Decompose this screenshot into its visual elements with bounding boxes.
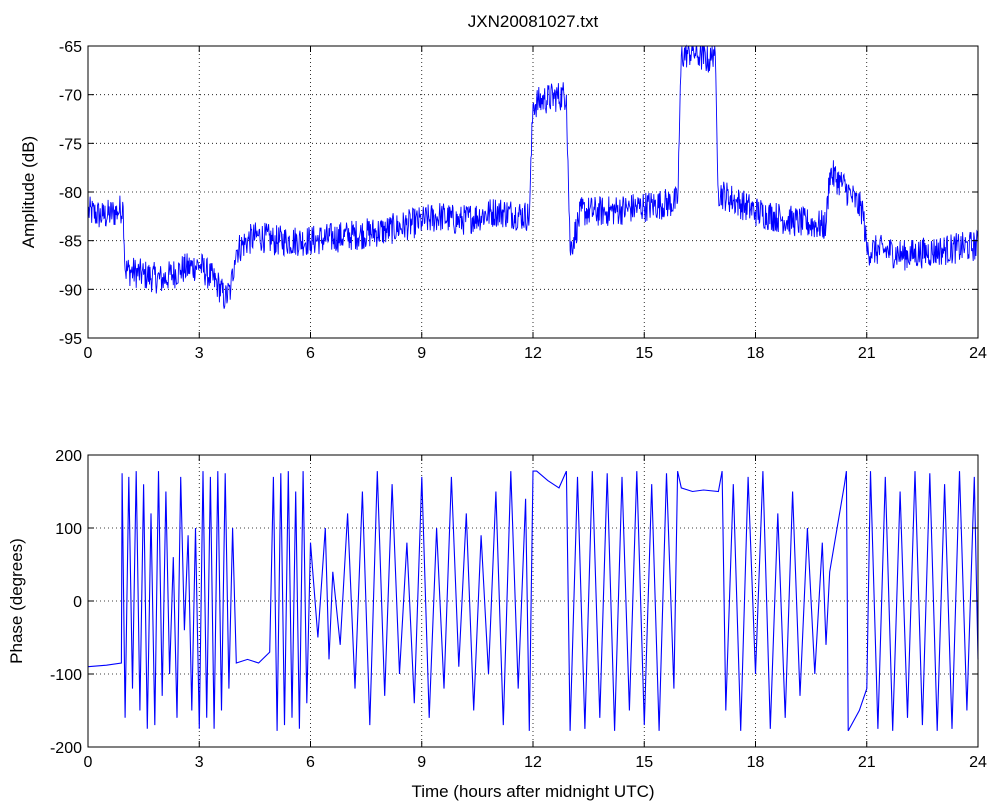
phase-y-tick-label: -100 [50, 667, 82, 684]
amplitude-x-tick-label: 18 [747, 345, 765, 362]
amplitude-x-tick-label: 15 [635, 345, 653, 362]
amplitude-x-tick-label: 9 [417, 345, 426, 362]
amplitude-x-tick-label: 21 [858, 345, 876, 362]
phase-y-tick-label: -200 [50, 740, 82, 757]
amplitude-grid [88, 46, 978, 338]
figure-title: JXN20081027.txt [468, 12, 599, 31]
phase-x-tick-label: 18 [747, 754, 765, 771]
phase-series [87, 470, 979, 732]
amplitude-series [87, 44, 979, 309]
amplitude-y-tick-label: -65 [59, 39, 82, 56]
amplitude-panel: 0 3 6 9 12 15 18 21 24 -95 -90 -85 -80 -75 -70 -65 Ampl… [19, 39, 987, 362]
amplitude-x-tick-label: 12 [524, 345, 542, 362]
amplitude-y-tick-label: -80 [59, 185, 82, 202]
amplitude-x-tick-label: 6 [306, 345, 315, 362]
phase-x-tick-label: 6 [306, 754, 315, 771]
phase-x-tick-label: 24 [969, 754, 987, 771]
phase-panel: 0 3 6 9 12 15 18 21 24 -200 -100 0 100 200 Phase (deg… [7, 448, 987, 801]
phase-x-tick-label: 12 [524, 754, 542, 771]
amplitude-series-line [87, 44, 979, 309]
phase-grid [88, 455, 978, 747]
phase-x-tick-label: 15 [635, 754, 653, 771]
phase-x-tick-label: 0 [84, 754, 93, 771]
amplitude-y-tick-label: -90 [59, 282, 82, 299]
amplitude-y-tick-label: -95 [59, 331, 82, 348]
amplitude-y-tick-label: -75 [59, 136, 82, 153]
amplitude-y-tick-label: -70 [59, 88, 82, 105]
phase-y-tick-label: 100 [55, 521, 82, 538]
phase-x-tick-label: 21 [858, 754, 876, 771]
amplitude-x-tick-label: 24 [969, 345, 987, 362]
phase-series-line [87, 470, 979, 732]
amplitude-x-tick-label: 3 [195, 345, 204, 362]
phase-ticks: 0 3 6 9 12 15 18 21 24 -200 -100 0 100 200 [50, 448, 987, 771]
amplitude-y-tick-label: -85 [59, 234, 82, 251]
phase-x-tick-label: 9 [417, 754, 426, 771]
amplitude-x-tick-label: 0 [84, 345, 93, 362]
phase-y-tick-label: 0 [73, 594, 82, 611]
phase-x-axis-label: Time (hours after midnight UTC) [411, 782, 654, 801]
phase-y-tick-label: 200 [55, 448, 82, 465]
phase-y-axis-label: Phase (degrees) [7, 538, 26, 664]
phase-x-tick-label: 3 [195, 754, 204, 771]
amplitude-y-axis-label: Amplitude (dB) [19, 136, 38, 248]
amplitude-ticks: 0 3 6 9 12 15 18 21 24 -95 -90 -85 -80 -75 -70 -65 [59, 39, 987, 362]
